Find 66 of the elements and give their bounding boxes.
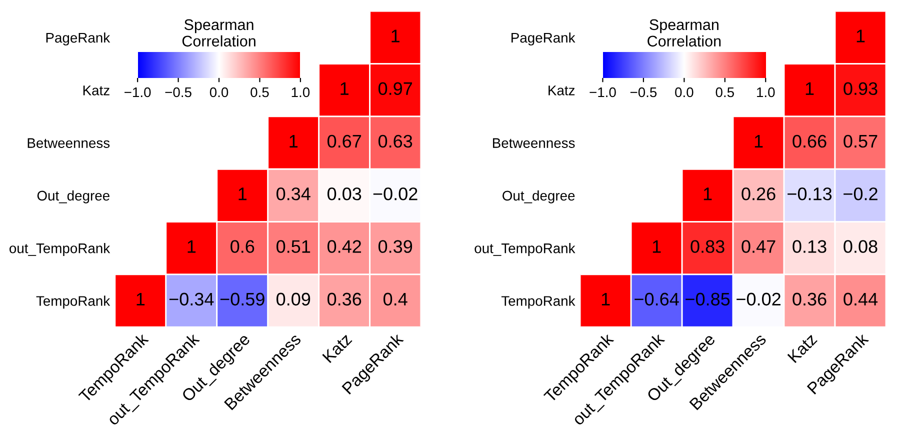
- data-label: 0.13: [792, 240, 826, 253]
- data-label: 0.44: [844, 292, 878, 306]
- data-label: 0.97: [378, 82, 412, 96]
- data-label: 0.26: [742, 188, 776, 200]
- data-label: −0.64: [634, 292, 679, 306]
- y-tick-label: TempoRank: [501, 296, 576, 309]
- data-label: −0.02: [373, 188, 418, 200]
- data-label: 1: [340, 82, 348, 95]
- y-tick-label: PageRank: [512, 32, 576, 46]
- data-label: 0.39: [378, 240, 412, 253]
- data-label: 0.08: [844, 240, 878, 253]
- y-tick-label: Katz: [548, 86, 575, 96]
- y-tick-label: Out_degree: [502, 190, 575, 204]
- y-tick-label: Betweenness: [28, 138, 110, 148]
- data-label: 1: [704, 188, 712, 200]
- data-label: −0.34: [169, 292, 214, 306]
- data-label: 0.47: [742, 240, 776, 253]
- data-label: 1: [238, 188, 247, 200]
- color-bar-label: 0.0: [675, 87, 694, 98]
- data-label: 0.67: [327, 134, 362, 148]
- data-label: 1: [602, 292, 610, 306]
- color-bar-label: 0.5: [716, 87, 734, 98]
- data-label: −0.85: [686, 292, 730, 306]
- data-label: 1: [652, 240, 661, 253]
- data-label: 1: [856, 30, 865, 42]
- color-bar-label: 0.0: [210, 87, 228, 98]
- color-bar-label: −1.0: [124, 87, 151, 98]
- data-label: −0.02: [736, 292, 780, 306]
- color-bar-label: 1.0: [292, 87, 310, 98]
- data-label: 0.09: [276, 292, 310, 306]
- y-tick-label: TempoRank: [36, 296, 110, 309]
- y-tick-label: out_TempoRank: [474, 243, 576, 256]
- color-bar-label: −0.5: [165, 87, 192, 98]
- data-label: 1: [136, 292, 145, 306]
- color-bar-title: Spearman Correlation: [182, 19, 256, 47]
- data-label: 0.51: [276, 240, 310, 253]
- data-label: 0.4: [383, 292, 408, 306]
- data-label: 0.34: [276, 188, 310, 200]
- y-tick-label: PageRank: [46, 32, 110, 46]
- data-label: −0.13: [788, 188, 832, 200]
- data-label: 1: [392, 30, 400, 42]
- data-label: −0.59: [220, 292, 264, 306]
- data-label: 0.57: [844, 134, 878, 148]
- data-label: 0.93: [844, 82, 878, 96]
- data-label: 1: [754, 135, 763, 148]
- data-label: 0.03: [327, 188, 362, 200]
- color-bar-label: −1.0: [590, 87, 616, 98]
- data-label: 1: [290, 135, 298, 148]
- y-tick-label: Katz: [83, 86, 110, 96]
- color-bar-title: Spearman Correlation: [648, 19, 721, 47]
- data-label: 0.6: [230, 240, 254, 253]
- data-label: 0.42: [327, 240, 362, 253]
- data-label: 1: [806, 82, 814, 95]
- data-label: 0.83: [690, 240, 724, 253]
- y-tick-label: Out_degree: [37, 190, 110, 204]
- color-bar-label: 1.0: [757, 87, 775, 98]
- data-label: 0.66: [792, 134, 826, 148]
- y-tick-label: Betweenness: [493, 138, 575, 148]
- data-label: 0.63: [378, 134, 412, 148]
- data-label: 1: [188, 240, 196, 253]
- color-bar-label: 0.5: [250, 87, 269, 98]
- y-tick-label: out_TempoRank: [10, 243, 110, 256]
- data-label: 0.36: [327, 292, 362, 306]
- color-bar-label: −0.5: [630, 87, 657, 98]
- data-label: −0.2: [844, 188, 878, 200]
- data-label: 0.36: [792, 292, 826, 306]
